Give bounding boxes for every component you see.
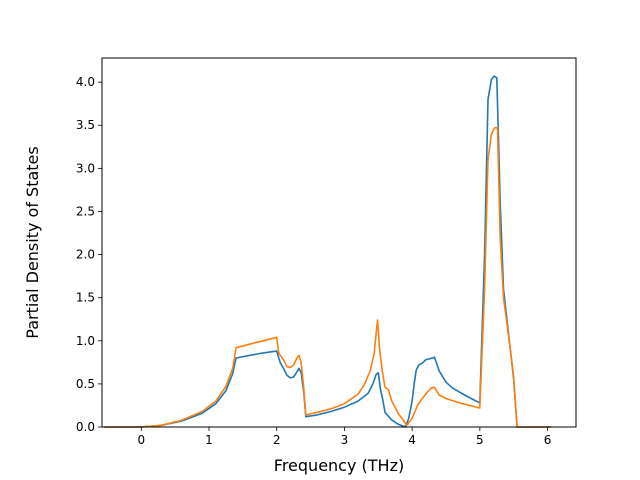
y-tick-label: 3.0: [76, 161, 95, 175]
y-tick-label: 3.5: [76, 118, 95, 132]
series-layer: [104, 75, 551, 428]
y-axis-label: Partial Density of States: [23, 146, 42, 338]
y-tick-label: 1.5: [76, 291, 95, 305]
x-tick-label: 4: [408, 433, 416, 447]
plot-frame: [101, 57, 577, 428]
series-line-1: [104, 75, 551, 428]
x-tick-label: 2: [273, 433, 281, 447]
x-tick-label: 5: [476, 433, 484, 447]
y-tick-label: 2.0: [76, 248, 95, 262]
ticks-layer: 0 1 2 3 4 5 6 0.0 0.5 1.0 1.5 2.0 2.5 3.0 3.5 4.0: [76, 75, 551, 447]
y-tick-label: 0.5: [76, 377, 95, 391]
y-tick-label: 0.0: [76, 420, 95, 434]
y-tick-label: 2.5: [76, 204, 95, 218]
x-tick-label: 0: [137, 433, 145, 447]
series-line-2: [104, 127, 551, 428]
x-axis-label: Frequency (THz): [274, 456, 404, 475]
x-tick-label: 1: [205, 433, 213, 447]
x-tick-label: 3: [341, 433, 349, 447]
y-tick-label: 1.0: [76, 334, 95, 348]
y-tick-label: 4.0: [76, 75, 95, 89]
x-tick-label: 6: [544, 433, 552, 447]
